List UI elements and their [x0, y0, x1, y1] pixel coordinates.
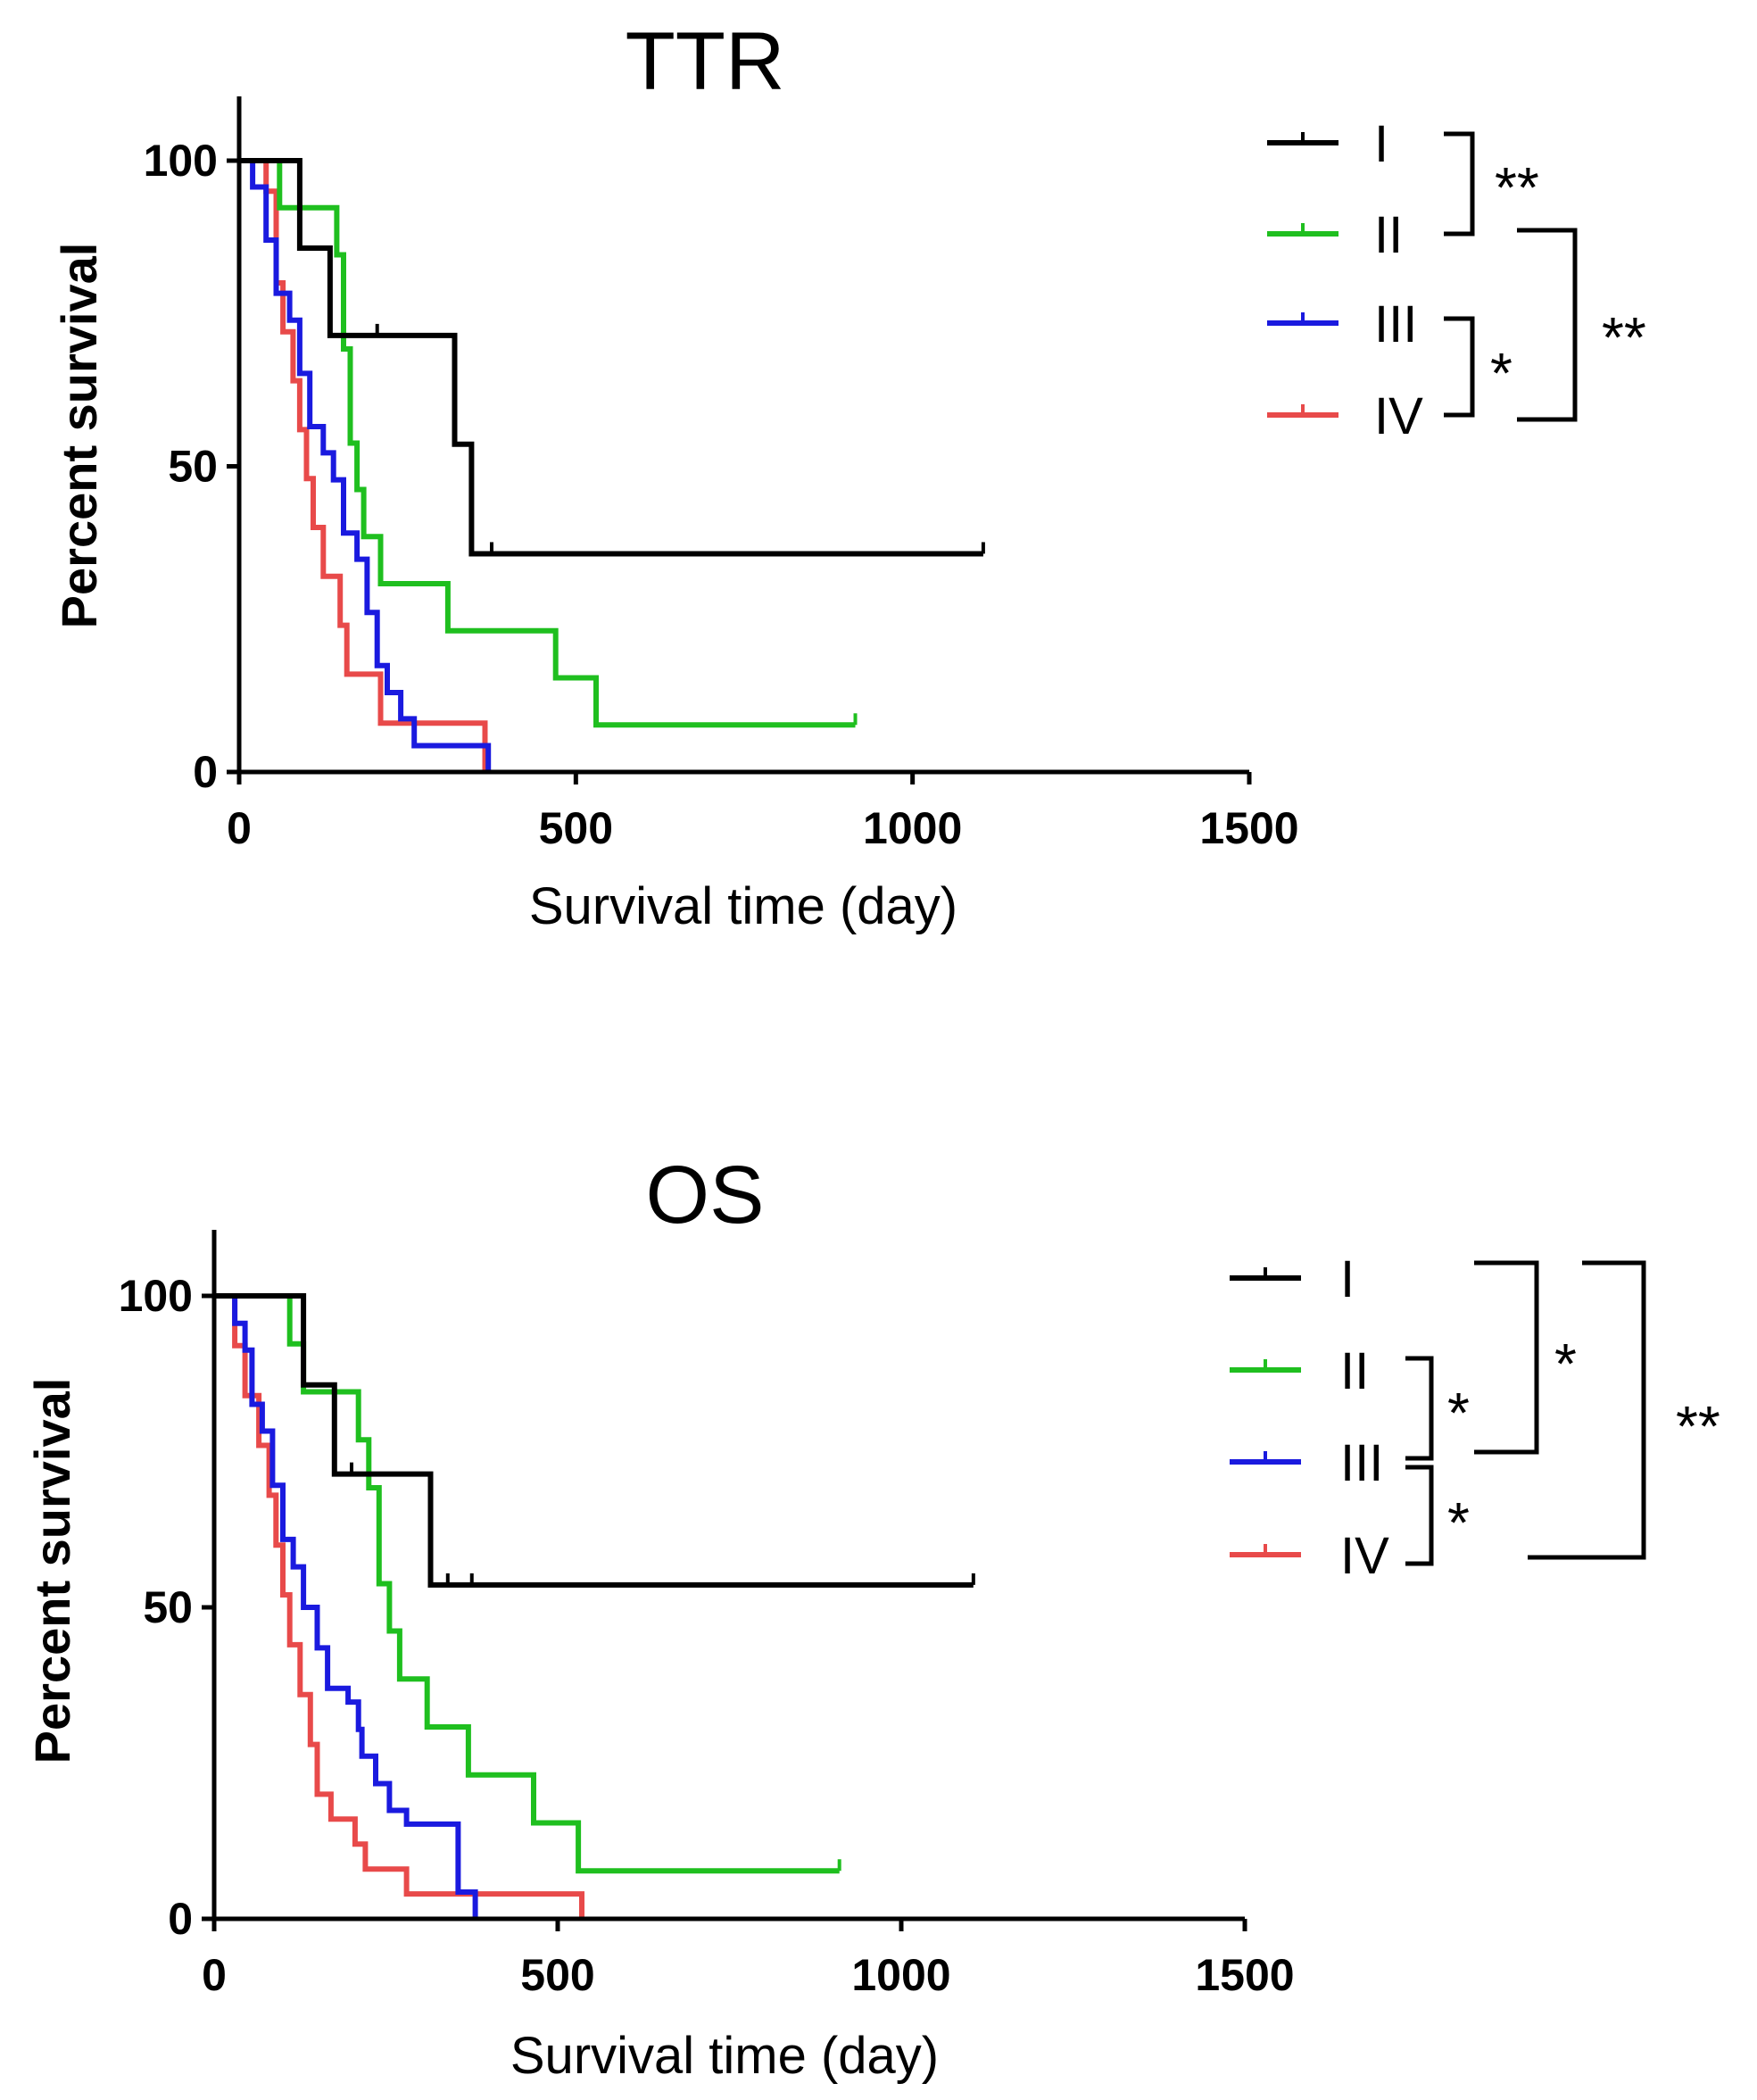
- significance-label: **: [1495, 155, 1539, 220]
- y-tick-label: 0: [193, 747, 218, 797]
- series-line-ii: [239, 158, 856, 728]
- bracket-i-ii: [1444, 131, 1475, 237]
- x-tick-label: 500: [539, 803, 613, 853]
- significance-label: **: [1602, 305, 1646, 369]
- x-tick-label: 1500: [1195, 1950, 1294, 2000]
- significance-brackets: * * * **: [1405, 1260, 1720, 1566]
- legend-label: I: [1340, 1250, 1355, 1308]
- significance-label: **: [1676, 1394, 1720, 1458]
- legend-item-ii: II: [1267, 206, 1403, 264]
- x-axis-label: Survival time (day): [510, 2027, 939, 2085]
- plot-area: [239, 158, 985, 772]
- x-tick-label: 500: [520, 1950, 594, 2000]
- significance-label: *: [1447, 1381, 1470, 1445]
- plot-area: [214, 1293, 975, 1919]
- y-tick-label: 100: [144, 136, 218, 186]
- y-axis-label: Percent survival: [24, 1378, 80, 1764]
- significance-brackets: ** * **: [1444, 131, 1646, 422]
- y-tick-label: 50: [143, 1582, 193, 1632]
- series-line-iii: [214, 1293, 478, 1919]
- x-tick-label: 0: [202, 1950, 227, 2000]
- series-line-iii: [239, 158, 492, 772]
- legend-label: III: [1374, 295, 1417, 353]
- significance-label: *: [1490, 341, 1513, 405]
- series-line-i: [239, 158, 983, 557]
- legend-item-ii: II: [1230, 1342, 1369, 1400]
- bracket-i-iii: [1474, 1260, 1539, 1455]
- series-line-i: [214, 1293, 974, 1588]
- y-tick-label: 100: [119, 1271, 193, 1321]
- legend-item-i: I: [1230, 1250, 1355, 1308]
- chart-title: OS: [646, 1150, 765, 1241]
- bracket-iii-iv: [1405, 1465, 1434, 1566]
- legend-label: III: [1340, 1434, 1383, 1492]
- axis-ticks: 0 500 1000 1500 0 50 100: [119, 1271, 1295, 2000]
- legend-label: IV: [1340, 1527, 1389, 1585]
- bracket-i-iv: [1528, 1260, 1646, 1560]
- legend-label: II: [1374, 206, 1403, 264]
- axis-ticks: 0 500 1000 1500 0 50 100: [144, 136, 1299, 853]
- legend-label: IV: [1374, 387, 1423, 445]
- significance-label: *: [1554, 1332, 1577, 1396]
- x-tick-label: 1500: [1199, 803, 1298, 853]
- legend-label: I: [1374, 115, 1388, 173]
- legend-item-iii: III: [1230, 1434, 1383, 1492]
- y-axis-label: Percent survival: [51, 243, 107, 629]
- bracket-ii-iii: [1405, 1356, 1434, 1461]
- os-panel: OS 0 500 1000 1500 0 50 100 Percent survival S…: [24, 1150, 1720, 2085]
- significance-label: *: [1447, 1490, 1470, 1555]
- bracket-iii-iv: [1444, 316, 1475, 418]
- series-line-iv: [214, 1293, 584, 1919]
- x-axis-label: Survival time (day): [529, 877, 957, 935]
- legend-item-iv: IV: [1230, 1527, 1389, 1585]
- y-tick-label: 0: [168, 1894, 193, 1944]
- legend: I II III IV: [1267, 115, 1423, 445]
- legend-label: II: [1340, 1342, 1369, 1400]
- x-tick-label: 1000: [851, 1950, 950, 2000]
- y-tick-label: 50: [168, 442, 218, 492]
- legend-item-i: I: [1267, 115, 1388, 173]
- legend: I II III IV: [1230, 1250, 1389, 1585]
- chart-title: TTR: [626, 16, 785, 107]
- legend-item-iii: III: [1267, 295, 1417, 353]
- x-tick-label: 0: [227, 803, 252, 853]
- x-tick-label: 1000: [863, 803, 962, 853]
- bracket-ii-iv: [1517, 228, 1578, 422]
- legend-item-iv: IV: [1267, 387, 1423, 445]
